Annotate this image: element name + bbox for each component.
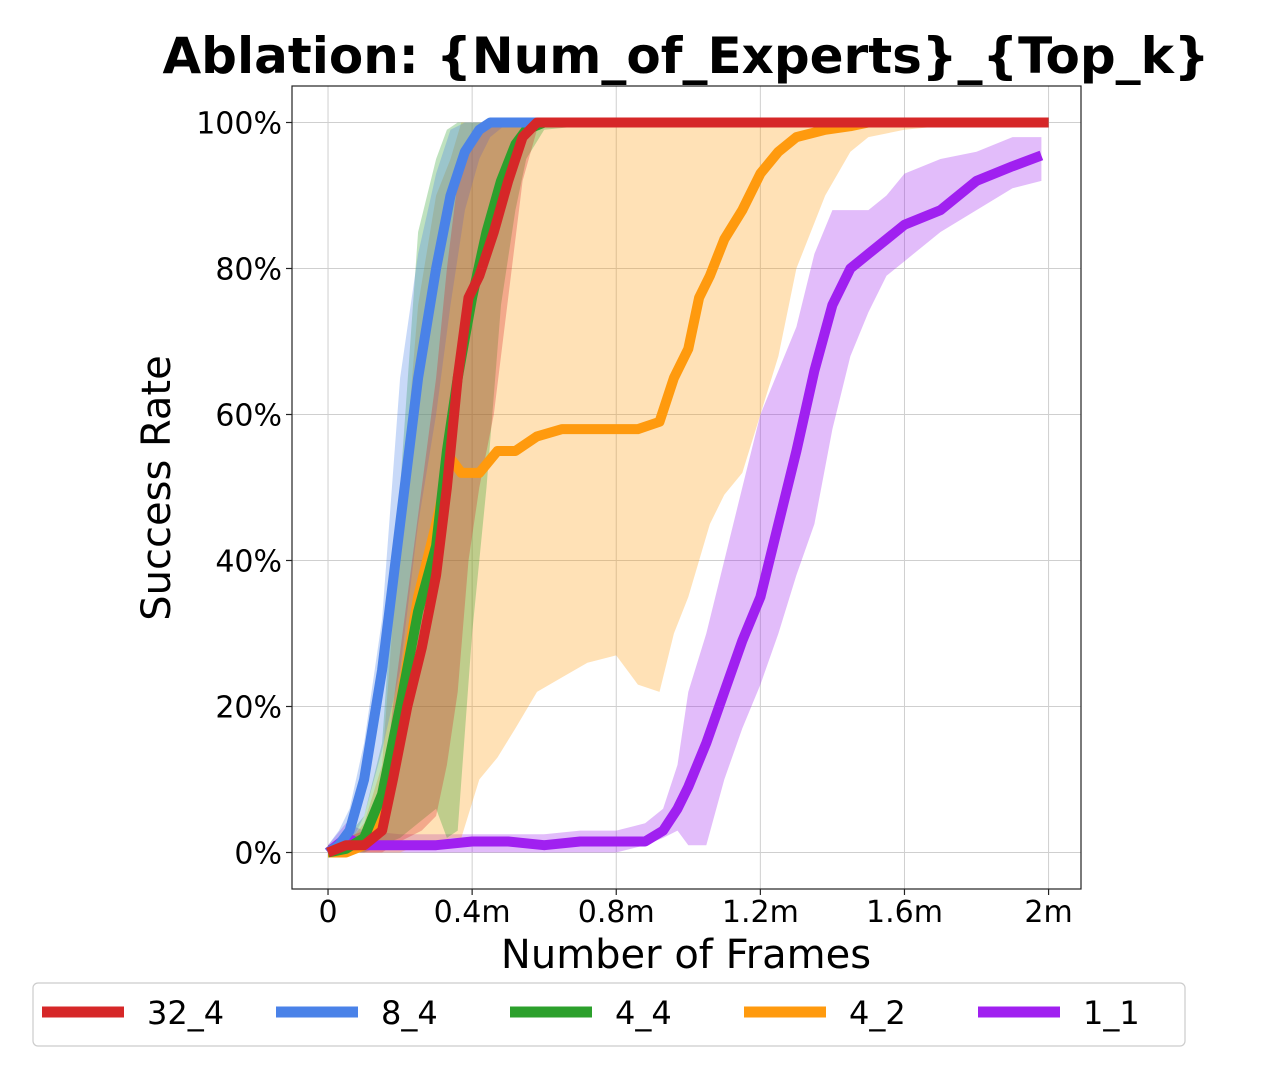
x-axis-label: Number of Frames (501, 932, 871, 978)
y-axis-label: Success Rate (134, 355, 180, 620)
band-4_2 (328, 122, 1049, 853)
legend-label: 4_4 (615, 994, 672, 1032)
plot-frame (291, 85, 1082, 890)
y-tick-label: 80% (215, 253, 282, 288)
y-tick-label: 60% (215, 399, 282, 434)
band-4_4 (328, 122, 1049, 853)
legend: 32_4 8_4 4_4 4_2 1_1 (32, 982, 1186, 1047)
series-lines (324, 117, 1049, 858)
legend-item-8_4: 8_4 (276, 994, 438, 1032)
y-tick-label: 40% (215, 545, 282, 580)
series-line-32_4 (326, 117, 1049, 858)
band-1_1 (328, 137, 1042, 853)
legend-item-1_1: 1_1 (978, 994, 1140, 1032)
x-tick-label: 2m (1024, 895, 1072, 930)
legend-label: 8_4 (381, 994, 438, 1032)
legend-frame (32, 982, 1186, 1047)
x-ticks: 0 0.4m 0.8m 1.2m 1.6m 2m (318, 889, 1073, 930)
legend-label: 1_1 (1083, 994, 1140, 1032)
x-tick-label: 1.6m (866, 895, 943, 930)
legend-items: 32_4 8_4 4_4 4_2 1_1 (42, 994, 1140, 1032)
legend-label: 4_2 (849, 994, 906, 1032)
grid (292, 86, 1081, 889)
confidence-bands (328, 122, 1049, 853)
x-tick-label: 0 (318, 895, 337, 930)
x-tick-label: 0.4m (434, 895, 511, 930)
legend-item-32_4: 32_4 (42, 994, 224, 1032)
legend-item-4_2: 4_2 (744, 994, 906, 1032)
y-tick-label: 0% (234, 837, 282, 872)
band-32_4 (328, 122, 1049, 853)
y-tick-label: 100% (196, 107, 282, 142)
legend-item-4_4: 4_4 (510, 994, 672, 1032)
legend-label: 32_4 (147, 994, 224, 1032)
x-tick-label: 1.2m (722, 895, 799, 930)
chart-title: Ablation: {Num_of_Experts}_{Top_k} (162, 27, 1209, 85)
x-tick-label: 0.8m (578, 895, 655, 930)
series-line-1_1 (324, 150, 1044, 857)
y-ticks: 0% 20% 40% 60% 80% 100% (196, 107, 292, 872)
y-tick-label: 20% (215, 691, 282, 726)
